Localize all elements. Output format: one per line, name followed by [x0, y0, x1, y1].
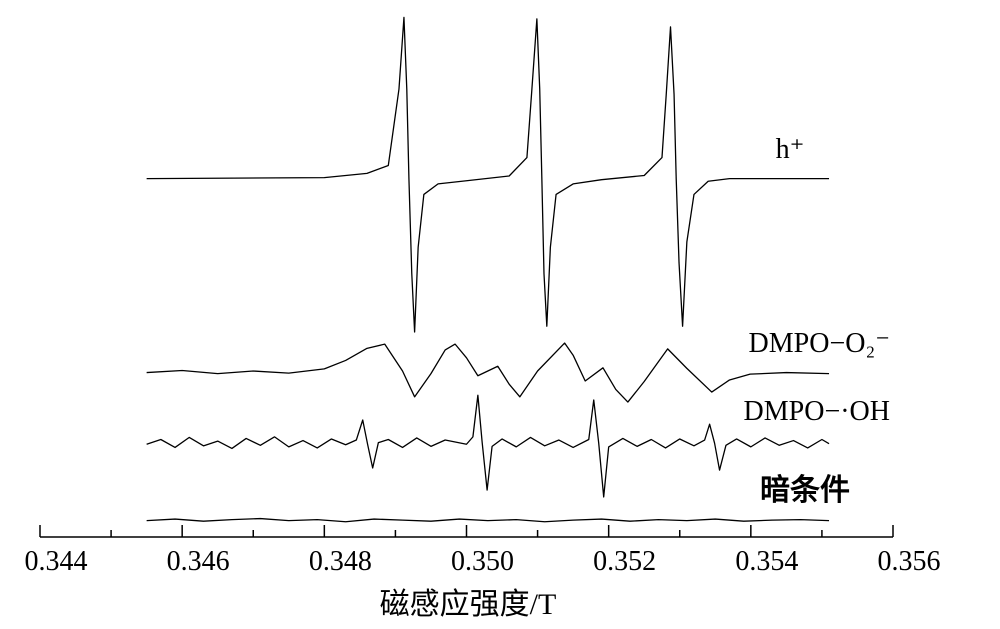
x-tick-label: 0.354	[735, 546, 798, 577]
x-tick-label: 0.344	[25, 546, 88, 577]
spectrum-line	[146, 517, 830, 523]
series-label: 暗条件	[760, 474, 850, 507]
series-label: DMPO−·OH	[744, 396, 890, 427]
x-tick-label: 0.350	[451, 546, 514, 577]
x-tick-label: 0.348	[309, 546, 372, 577]
spectrum-line	[146, 342, 830, 403]
x-tick-label: 0.352	[593, 546, 656, 577]
x-axis-label: 磁感应强度/T	[380, 588, 557, 621]
spectrum-line	[146, 16, 830, 333]
series-label: h⁺	[776, 134, 805, 165]
x-tick-label: 0.346	[167, 546, 230, 577]
spectrum-line	[146, 394, 830, 498]
series-label: DMPO−O₂⁻	[749, 328, 890, 359]
x-tick-label: 0.356	[878, 546, 941, 577]
